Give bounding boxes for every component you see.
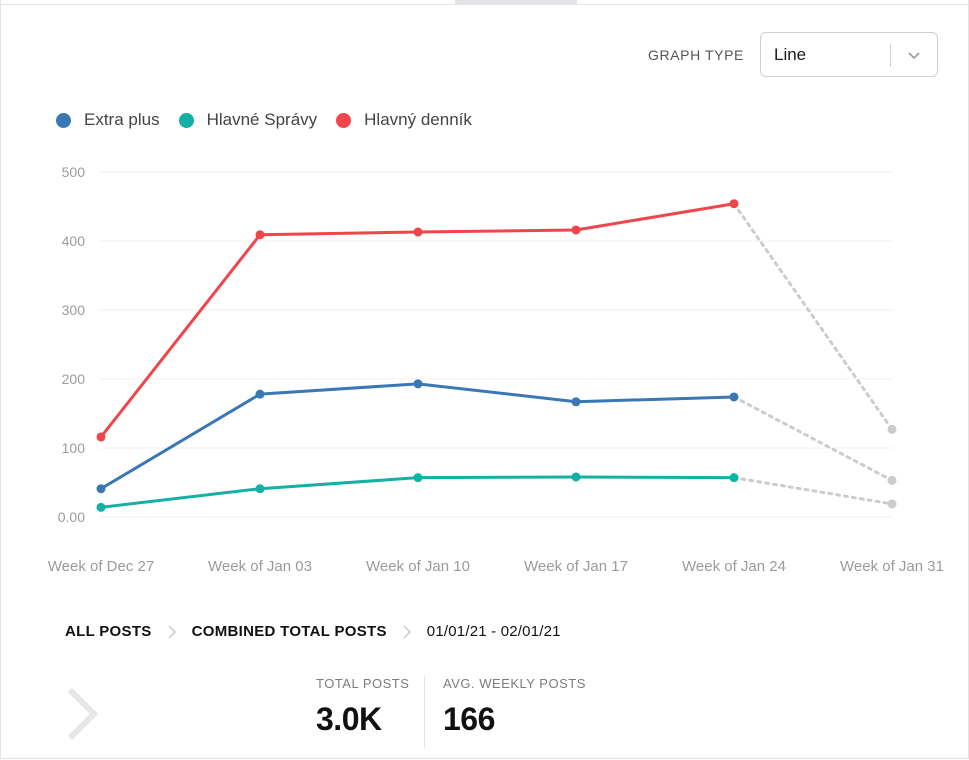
graph-type-label: GRAPH TYPE	[648, 46, 744, 63]
x-tick-label: Week of Jan 10	[366, 558, 470, 575]
stat-value: 3.0K	[316, 701, 382, 737]
stat-avg-weekly-posts: AVG. WEEKLY POSTS 166	[443, 676, 586, 738]
graph-type-control: GRAPH TYPE Line	[648, 31, 938, 78]
y-tick-label: 100	[62, 440, 86, 456]
series-projection-line	[732, 395, 894, 482]
data-point	[255, 389, 265, 399]
stat-label: TOTAL POSTS	[316, 676, 410, 691]
data-point	[729, 392, 739, 402]
graph-type-select[interactable]: Line	[760, 32, 938, 77]
series-projection-line	[732, 476, 894, 506]
legend-item-extra-plus[interactable]: Extra plus	[56, 110, 160, 130]
stat-value: 166	[443, 701, 495, 737]
legend-dot	[56, 112, 71, 128]
breadcrumb-all-posts[interactable]: ALL POSTS	[65, 623, 152, 640]
breadcrumb: ALL POSTS COMBINED TOTAL POSTS 01/01/21 …	[65, 623, 561, 640]
data-point	[255, 230, 265, 240]
y-tick-label: 0.00	[58, 509, 85, 525]
breadcrumb-date-range: 01/01/21 - 02/01/21	[426, 623, 561, 640]
data-point	[887, 424, 897, 434]
y-tick-label: 200	[62, 371, 86, 387]
y-tick-label: 400	[62, 233, 86, 249]
legend-item-hlavny-dennik[interactable]: Hlavný denník	[336, 110, 472, 130]
x-tick-label: Week of Jan 24	[682, 558, 786, 575]
breadcrumb-combined-total-posts[interactable]: COMBINED TOTAL POSTS	[191, 623, 387, 640]
chart-legend: Extra plus Hlavné Správy Hlavný denník	[56, 110, 491, 130]
x-tick-label: Week of Dec 27	[48, 558, 154, 575]
data-point	[413, 473, 423, 483]
stat-divider	[424, 676, 425, 748]
y-tick-label: 500	[62, 164, 86, 180]
data-point	[96, 484, 106, 494]
y-tick-label: 300	[62, 302, 86, 318]
x-tick-label: Week of Jan 17	[524, 558, 628, 575]
data-point	[96, 502, 106, 512]
data-point	[255, 484, 265, 494]
legend-label: Extra plus	[84, 110, 160, 129]
data-point	[571, 472, 581, 482]
data-point	[887, 475, 897, 485]
chevron-down-icon[interactable]	[905, 46, 923, 64]
line-chart: 0.00 100 200 300 400 500 Week of Dec 27 Week of…	[48, 164, 944, 575]
x-tick-label: Week of Jan 31	[840, 558, 944, 575]
legend-dot	[178, 112, 194, 128]
legend-item-hlavne-spravy[interactable]: Hlavné Správy	[178, 110, 318, 130]
legend-dot	[336, 112, 352, 128]
data-point	[729, 473, 739, 483]
x-tick-label: Week of Jan 03	[208, 558, 312, 575]
stat-total-posts: TOTAL POSTS 3.0K	[316, 676, 409, 738]
data-point	[729, 199, 739, 209]
graph-type-value: Line	[774, 44, 807, 64]
data-point	[413, 227, 423, 237]
stat-label: AVG. WEEKLY POSTS	[443, 676, 586, 691]
data-point	[571, 397, 581, 407]
data-point	[887, 499, 897, 509]
chevron-right-icon	[168, 625, 176, 638]
data-point	[96, 432, 106, 442]
series-line	[100, 382, 735, 490]
data-point	[413, 379, 423, 389]
series-projection-line	[732, 202, 894, 431]
series-line	[99, 202, 735, 438]
legend-label: Hlavné Správy	[206, 110, 318, 129]
active-tab-indicator[interactable]	[455, 0, 577, 5]
select-separator	[890, 44, 891, 67]
data-point	[571, 225, 581, 235]
chevron-right-icon[interactable]	[64, 686, 100, 742]
legend-label: Hlavný denník	[364, 110, 472, 129]
chevron-right-icon	[403, 625, 411, 638]
